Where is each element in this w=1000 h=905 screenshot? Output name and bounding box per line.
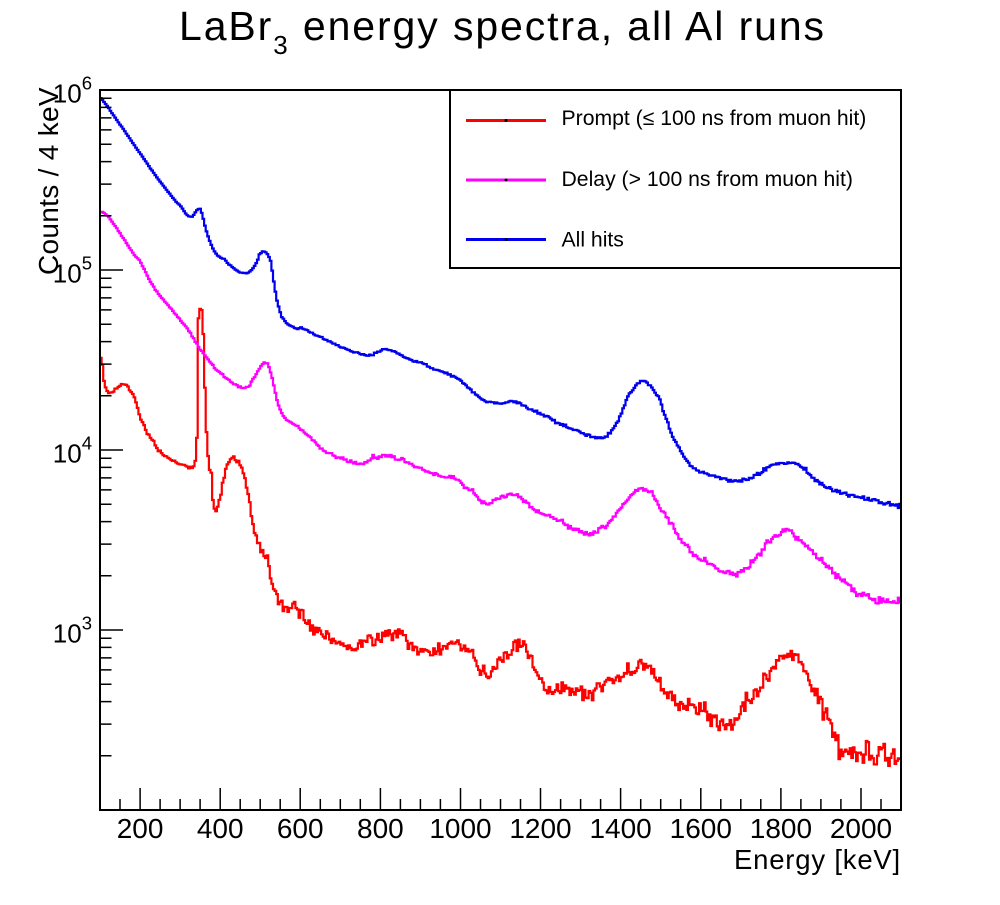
- svg-text:1600: 1600: [670, 813, 732, 844]
- svg-text:106: 106: [53, 73, 92, 109]
- svg-text:Energy [keV]: Energy [keV]: [734, 844, 901, 875]
- svg-text:600: 600: [277, 813, 324, 844]
- svg-text:1200: 1200: [509, 813, 571, 844]
- svg-text:200: 200: [117, 813, 164, 844]
- svg-text:800: 800: [357, 813, 404, 844]
- svg-text:103: 103: [53, 613, 92, 649]
- svg-text:1400: 1400: [589, 813, 651, 844]
- svg-text:All hits: All hits: [562, 229, 624, 252]
- svg-text:1800: 1800: [750, 813, 812, 844]
- svg-text:2000: 2000: [830, 813, 892, 844]
- svg-text:Prompt (≤ 100 ns from muon hit: Prompt (≤ 100 ns from muon hit): [562, 107, 867, 130]
- svg-text:1000: 1000: [429, 813, 491, 844]
- svg-text:400: 400: [197, 813, 244, 844]
- svg-text:Counts / 4 keV: Counts / 4 keV: [33, 87, 64, 275]
- svg-text:Delay (> 100 ns from muon hit): Delay (> 100 ns from muon hit): [562, 168, 853, 191]
